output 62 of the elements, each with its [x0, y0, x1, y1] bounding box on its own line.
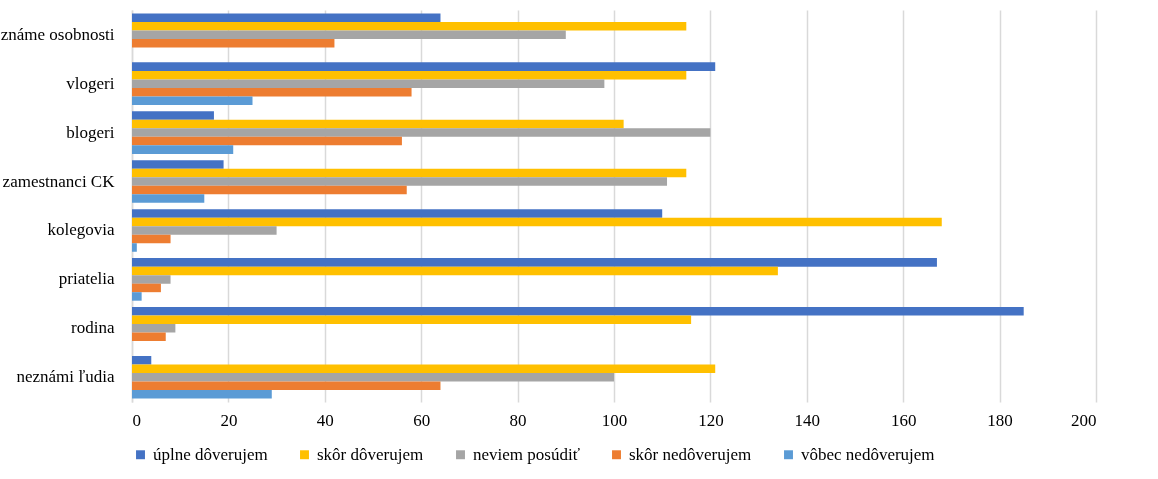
bar	[132, 79, 605, 88]
bar	[132, 119, 624, 129]
x-tick-label: 160	[890, 410, 917, 430]
legend-label: úplne dôverujem	[153, 444, 268, 464]
bar	[132, 356, 152, 365]
bar	[132, 217, 942, 227]
x-tick-label: 100	[601, 410, 628, 430]
bar	[132, 145, 234, 154]
bar	[132, 194, 205, 203]
bar	[132, 307, 1024, 316]
bar	[132, 364, 716, 374]
bar	[132, 266, 778, 276]
bar	[132, 62, 716, 71]
bar	[132, 324, 176, 333]
x-tick-label: 120	[698, 410, 724, 430]
y-tick-label: priatelia	[58, 269, 115, 289]
bar	[132, 21, 687, 31]
bar	[132, 160, 224, 169]
y-tick-label: kolegovia	[47, 220, 115, 240]
bar	[132, 275, 171, 284]
legend-label: neviem posúdiť	[473, 444, 580, 464]
legend-label: skôr dôverujem	[317, 444, 424, 464]
bar	[132, 373, 614, 382]
bar	[132, 38, 335, 48]
bar	[132, 70, 687, 80]
bar	[132, 96, 253, 105]
y-tick-label: známe osobnosti	[0, 24, 115, 44]
bar	[132, 209, 663, 218]
x-tick-label: 140	[794, 410, 821, 430]
x-tick-label: 20	[220, 410, 238, 430]
bar	[132, 332, 166, 342]
x-tick-label: 60	[413, 410, 431, 430]
x-tick-label: 0	[132, 410, 141, 430]
bar	[132, 226, 277, 235]
legend-label: skôr nedôverujem	[629, 444, 752, 464]
y-tick-label: zamestnanci CK	[2, 171, 116, 191]
y-tick-label: rodina	[71, 318, 115, 338]
x-tick-label: 200	[1071, 410, 1097, 430]
bar	[132, 243, 137, 252]
bar	[132, 136, 402, 146]
bar	[132, 177, 668, 186]
bar	[132, 258, 937, 267]
bar	[132, 283, 161, 293]
bar	[132, 381, 441, 391]
bar	[132, 390, 272, 399]
y-tick-label: blogeri	[66, 122, 115, 142]
x-tick-label: 40	[316, 410, 334, 430]
y-tick-label: vlogeri	[66, 73, 115, 93]
bar	[132, 30, 566, 39]
bar	[132, 315, 692, 325]
bar	[132, 128, 711, 137]
x-tick-label: 180	[987, 410, 1013, 430]
bar	[132, 168, 687, 178]
bar	[132, 87, 412, 97]
legend-label: vôbec nedôverujem	[801, 444, 935, 464]
bar	[132, 185, 407, 195]
bar	[132, 292, 142, 301]
bar	[132, 13, 441, 22]
x-tick-label: 80	[509, 410, 527, 430]
bar	[132, 111, 214, 120]
y-tick-label: neznámi ľudia	[16, 367, 115, 387]
bar	[132, 234, 171, 244]
